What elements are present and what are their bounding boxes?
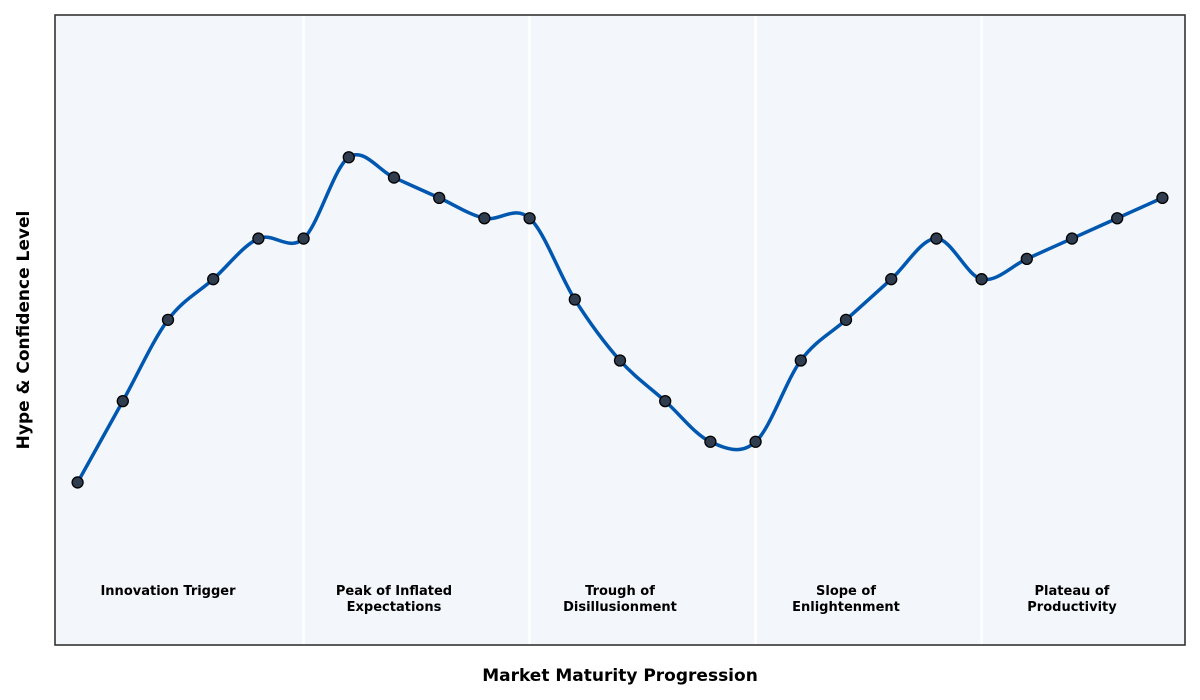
phase-label-2: Peak of Inflated Expectations	[336, 584, 452, 615]
data-point-9	[478, 212, 491, 225]
phase-label-4: Slope of Enlightenment	[792, 584, 900, 615]
data-point-3	[207, 273, 220, 286]
phase-label-1: Innovation Trigger	[100, 584, 236, 599]
data-point-21	[1020, 252, 1033, 266]
data-point-11	[568, 293, 581, 306]
data-point-0	[71, 476, 84, 489]
data-point-17	[839, 313, 853, 326]
data-point-16	[794, 354, 807, 367]
data-point-15	[749, 435, 762, 448]
data-point-22	[1065, 232, 1079, 245]
data-point-4	[252, 232, 265, 245]
x-axis-label: Market Maturity Progression	[482, 666, 758, 686]
data-point-8	[433, 191, 446, 205]
data-point-20	[975, 273, 988, 286]
data-point-14	[704, 435, 717, 448]
data-point-1	[116, 394, 129, 408]
data-point-6	[342, 151, 355, 164]
data-point-12	[613, 354, 627, 367]
data-point-7	[387, 171, 401, 184]
y-axis-label: Hype & Confidence Level	[14, 211, 34, 450]
phase-dividers	[302, 15, 983, 645]
data-point-10	[523, 212, 536, 225]
data-point-5	[297, 232, 310, 245]
plot-frame	[54, 14, 1186, 646]
phase-labels: Innovation Trigger Peak of Inflated Expect…	[100, 584, 1117, 615]
data-point-19	[930, 232, 943, 245]
data-point-2	[161, 313, 175, 326]
data-point-18	[885, 273, 898, 286]
data-point-13	[659, 394, 672, 408]
data-point-24	[1156, 191, 1169, 205]
phase-label-3: Trough of Disillusionment	[563, 584, 677, 615]
data-points	[71, 151, 1169, 489]
plot-background	[55, 15, 1185, 645]
phase-label-5: Plateau of Productivity	[1027, 584, 1117, 615]
data-point-23	[1111, 212, 1124, 225]
